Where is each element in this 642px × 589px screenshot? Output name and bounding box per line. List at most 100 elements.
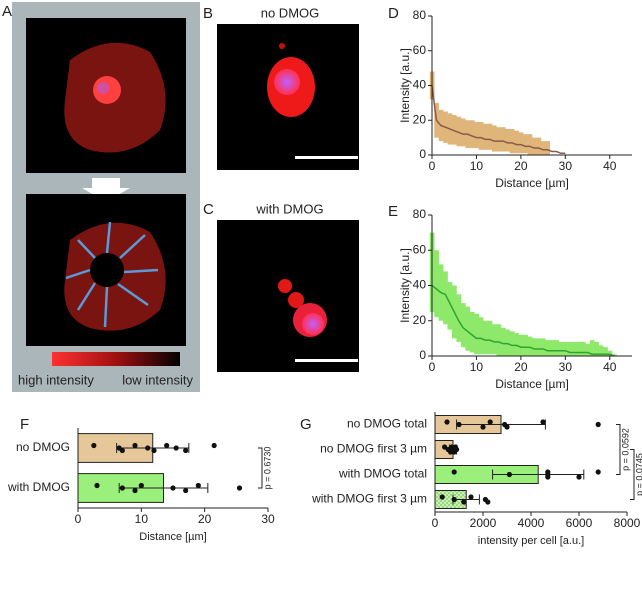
data-point	[487, 419, 493, 425]
band	[474, 313, 479, 355]
x-axis-label: Distance [µm]	[495, 176, 569, 190]
data-point	[145, 445, 151, 451]
data-point	[170, 485, 176, 491]
data-point	[444, 419, 450, 425]
image-title: no DMOG	[261, 5, 320, 20]
band	[500, 327, 506, 356]
data-point	[504, 424, 510, 430]
x-tick-label: 20	[198, 512, 212, 526]
colorbar	[52, 352, 180, 366]
band	[603, 347, 608, 356]
band	[452, 115, 457, 145]
band	[612, 354, 617, 356]
band	[456, 116, 462, 147]
band	[532, 338, 537, 356]
panel-label: D	[388, 5, 399, 22]
category-label: with DMOG	[7, 480, 70, 494]
bracket	[258, 447, 263, 489]
band	[536, 338, 542, 356]
y-tick-label: 40	[413, 278, 427, 292]
x-tick-label: 0	[429, 159, 436, 173]
colorbar-label: low intensity	[122, 372, 193, 387]
band	[563, 341, 568, 356]
data-point	[195, 482, 201, 489]
image	[217, 220, 359, 372]
y-tick-label: 80	[413, 207, 427, 221]
band	[540, 338, 546, 356]
data-point	[132, 442, 138, 449]
band	[460, 118, 466, 147]
band	[585, 343, 591, 356]
colorbar-label: high intensity	[18, 372, 94, 387]
band	[483, 123, 488, 150]
data-point	[545, 471, 551, 478]
band	[527, 336, 533, 356]
data-point	[456, 421, 462, 428]
data-point	[91, 442, 97, 449]
spokes	[65, 221, 159, 328]
band	[594, 341, 599, 356]
band	[478, 317, 484, 355]
band	[532, 137, 537, 155]
band	[536, 137, 542, 155]
line	[431, 284, 615, 357]
band	[509, 128, 515, 154]
band	[465, 306, 471, 351]
category-label: no DMOG first 3 µm	[320, 442, 427, 456]
bracket	[616, 424, 621, 475]
data-point	[183, 447, 189, 454]
data-point	[132, 487, 138, 494]
band	[514, 130, 519, 154]
y-tick-label: 20	[413, 313, 427, 327]
y-tick-label: 80	[413, 8, 427, 22]
speck	[279, 43, 285, 49]
line	[431, 85, 566, 155]
band	[460, 303, 466, 348]
image-title: with DMOG	[255, 201, 323, 216]
x-tick-label: 8000	[614, 516, 641, 530]
x-tick-label: 20	[514, 159, 528, 173]
band	[500, 127, 506, 152]
data-point	[595, 469, 601, 475]
x-tick-label: 40	[603, 159, 617, 173]
y-tick-label: 0	[419, 147, 426, 161]
band	[456, 294, 462, 342]
x-axis-label: Distance [µm]	[139, 531, 206, 543]
panel-label: C	[203, 201, 214, 218]
data-point	[480, 424, 486, 430]
x-tick-label: 6000	[566, 516, 593, 530]
category-label: with DMOG first 3 µm	[311, 492, 427, 506]
panel-label: B	[203, 5, 213, 22]
category-label: no DMOG	[16, 440, 70, 454]
data-point	[439, 494, 445, 500]
p-value: p = 0.6730	[262, 447, 272, 490]
band	[509, 331, 515, 356]
error-bar	[118, 483, 209, 493]
x-tick-label: 0	[432, 516, 439, 530]
data-point	[183, 487, 189, 494]
data-point	[485, 499, 491, 505]
data-point	[506, 471, 512, 478]
band	[505, 329, 511, 356]
band	[527, 134, 533, 155]
y-tick-label: 40	[413, 78, 427, 92]
band	[443, 271, 448, 325]
band	[487, 123, 493, 150]
category-label: with DMOG total	[338, 467, 427, 481]
band	[554, 340, 559, 356]
band	[496, 127, 502, 152]
band	[496, 324, 502, 356]
x-tick-label: 0	[75, 512, 82, 526]
band	[545, 340, 551, 356]
data-point	[173, 445, 179, 451]
p-value: p = 0.0745	[634, 453, 642, 496]
scale-bar	[295, 359, 358, 362]
x-tick-label: 40	[603, 360, 617, 374]
x-tick-label: 30	[261, 512, 275, 526]
arrow	[82, 178, 130, 202]
band	[434, 250, 439, 318]
x-tick-label: 20	[514, 360, 528, 374]
data-point	[454, 446, 460, 453]
band	[514, 333, 519, 356]
band	[540, 141, 546, 155]
